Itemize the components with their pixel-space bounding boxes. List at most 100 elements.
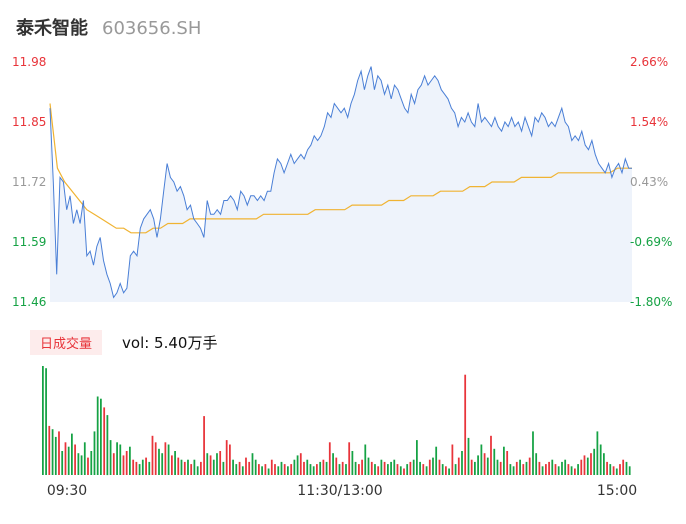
volume-bar xyxy=(161,453,164,475)
volume-bar xyxy=(180,459,183,475)
volume-bar xyxy=(464,374,467,475)
volume-bar xyxy=(545,464,547,475)
volume-bar xyxy=(225,440,228,475)
volume-bar xyxy=(306,459,309,475)
volume-bar xyxy=(58,431,60,475)
volume-bar xyxy=(183,461,186,475)
volume-header: 日成交量 vol: 5.40万手 xyxy=(30,329,218,355)
volume-bar xyxy=(483,453,486,475)
volume-bar xyxy=(270,459,273,475)
volume-bar xyxy=(299,453,302,475)
volume-bar xyxy=(512,466,515,475)
volume-bar xyxy=(341,461,344,475)
volume-bar xyxy=(235,464,238,475)
volume-bar xyxy=(586,457,589,475)
volume-bar xyxy=(583,455,586,475)
volume-bar xyxy=(100,398,102,475)
volume-bar xyxy=(290,464,293,475)
volume-bar xyxy=(567,464,570,475)
volume-bar xyxy=(499,461,502,475)
volume-bar xyxy=(61,451,64,475)
volume-bar xyxy=(283,464,286,475)
volume-bar xyxy=(490,435,492,475)
volume-bar xyxy=(332,453,334,475)
volume-bar xyxy=(557,466,560,475)
stock-header: 泰禾智能 603656.SH xyxy=(16,14,201,40)
volume-bar xyxy=(396,464,399,475)
price-tick-label: 11.85 xyxy=(12,115,46,129)
volume-summary: vol: 5.40万手 xyxy=(122,333,218,352)
volume-bar xyxy=(222,461,225,475)
volume-bar xyxy=(154,442,157,475)
volume-bar xyxy=(345,464,347,475)
volume-bar xyxy=(438,459,441,475)
volume-bar xyxy=(206,453,209,475)
stock-name: 泰禾智能 xyxy=(16,18,88,39)
percent-tick-label: -0.69% xyxy=(630,235,672,249)
volume-bar xyxy=(441,464,444,475)
volume-bar xyxy=(164,442,167,475)
volume-bar xyxy=(419,461,421,475)
volume-bar xyxy=(409,461,412,475)
volume-bar xyxy=(254,459,257,475)
volume-bar xyxy=(51,429,54,475)
volume-bar xyxy=(151,435,154,475)
price-line xyxy=(49,66,632,299)
volume-bar xyxy=(528,457,531,475)
volume-bar xyxy=(574,468,576,475)
volume-bar xyxy=(261,466,263,475)
volume-bar xyxy=(480,444,483,475)
volume-bar xyxy=(619,464,621,475)
volume-bar xyxy=(325,461,328,475)
volume-bar xyxy=(177,457,180,475)
volume-bar xyxy=(448,468,450,475)
percent-tick-label: 2.66% xyxy=(630,55,668,69)
volume-bar xyxy=(548,461,550,475)
time-tick-label: 09:30 xyxy=(47,483,87,499)
volume-bar xyxy=(93,431,96,475)
volume-bar xyxy=(367,457,370,475)
volume-bar xyxy=(399,466,402,475)
volume-bar xyxy=(316,464,318,475)
average-price-line xyxy=(49,103,632,234)
volume-bar xyxy=(190,464,193,475)
volume-bar xyxy=(390,461,392,475)
volume-bar xyxy=(209,455,212,475)
volume-bar xyxy=(106,415,109,476)
volume-bar xyxy=(387,464,389,475)
volume-bar xyxy=(74,444,76,475)
volume-bar xyxy=(264,464,267,475)
volume-bar xyxy=(432,457,434,475)
volume-bar xyxy=(358,464,360,475)
volume-bar xyxy=(200,461,202,475)
volume-bar xyxy=(309,464,312,475)
volume-bar xyxy=(287,466,289,475)
volume-bar xyxy=(45,368,47,475)
volume-bar xyxy=(496,459,499,475)
volume-bar xyxy=(503,446,505,475)
volume-bar xyxy=(377,466,380,475)
volume-bar xyxy=(338,464,341,475)
volume-bar xyxy=(193,459,196,475)
volume-bar xyxy=(171,455,173,475)
volume-bar xyxy=(354,461,357,475)
volume-bar xyxy=(461,451,463,475)
volume-bar xyxy=(141,459,144,475)
volume-bar xyxy=(532,431,534,475)
volume-bar xyxy=(506,451,509,475)
volume-bar xyxy=(625,461,628,475)
time-tick-label: 11:30/13:00 xyxy=(297,483,382,499)
volume-bar xyxy=(435,446,438,475)
volume-bar xyxy=(232,459,234,475)
volume-bar xyxy=(538,461,541,475)
volume-bar xyxy=(112,453,115,475)
volume-bar xyxy=(393,459,396,475)
volume-bars xyxy=(42,366,631,476)
volume-bar xyxy=(87,457,89,475)
volume-bar xyxy=(138,464,141,475)
volume-bar xyxy=(525,461,528,475)
volume-bar xyxy=(593,448,596,475)
time-axis-labels: 09:30 11:30/13:00 15:00 xyxy=(47,483,637,499)
volume-bar xyxy=(609,464,612,475)
